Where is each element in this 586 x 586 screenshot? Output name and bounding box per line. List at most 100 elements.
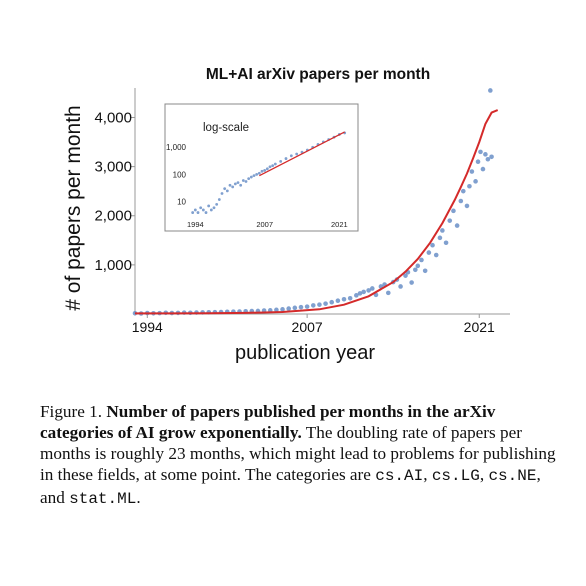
data-point xyxy=(485,156,491,162)
data-point xyxy=(298,304,304,310)
y-axis-label: # of papers per month xyxy=(62,105,85,310)
data-point xyxy=(489,154,494,160)
data-point xyxy=(464,203,470,209)
data-point xyxy=(469,169,475,174)
data-point xyxy=(454,223,460,228)
inset-x-tick-label: 2021 xyxy=(331,220,348,229)
data-point xyxy=(341,296,347,302)
inset-data-point xyxy=(268,165,272,169)
inset-data-point xyxy=(241,179,245,182)
inset-data-point xyxy=(215,202,219,206)
inset-data-point xyxy=(196,211,200,214)
data-point xyxy=(478,149,483,155)
data-point xyxy=(413,267,418,273)
inset-data-point xyxy=(212,206,216,210)
data-point xyxy=(415,263,421,269)
y-tick-label: 1,000 xyxy=(94,257,132,274)
inset-data-point xyxy=(255,173,259,176)
chart: ML+AI arXiv papers per month # of papers… xyxy=(62,66,510,364)
data-point xyxy=(422,268,428,274)
inset-data-point xyxy=(273,162,277,166)
data-point xyxy=(475,159,481,164)
data-point xyxy=(317,302,322,307)
data-point xyxy=(323,301,328,306)
inset-x-tick-label: 2007 xyxy=(256,220,273,229)
inset-data-point xyxy=(295,152,299,156)
data-point xyxy=(467,183,472,189)
data-point xyxy=(361,289,366,295)
inset-data-point xyxy=(279,159,283,163)
inset-data-point xyxy=(284,157,288,160)
x-tick-label: 2021 xyxy=(464,319,495,335)
inset-data-point xyxy=(191,211,195,214)
data-point xyxy=(447,218,453,223)
inset-axes: 10 100 1,000 1994 2007 2021 xyxy=(166,143,348,229)
y-tick-label: 3,000 xyxy=(94,159,132,176)
chart-title: ML+AI arXiv papers per month xyxy=(206,66,430,83)
data-point xyxy=(426,250,432,255)
inset-data-point xyxy=(239,183,243,187)
data-point xyxy=(369,286,375,291)
data-point xyxy=(286,306,291,311)
inset-data-point xyxy=(244,180,248,183)
data-point xyxy=(443,240,449,246)
data-point xyxy=(409,280,414,285)
main-fit-curve xyxy=(135,109,499,315)
data-point xyxy=(419,257,424,263)
inset-data-point xyxy=(223,187,227,191)
data-point xyxy=(437,235,443,241)
data-point xyxy=(329,299,335,305)
data-point xyxy=(304,304,310,309)
inset-data-point xyxy=(217,198,221,201)
category-cs-ai: cs.AI xyxy=(375,467,424,485)
x-tick-label: 2007 xyxy=(292,319,323,335)
inset-data-point xyxy=(233,182,237,186)
inset-data-point xyxy=(225,189,229,193)
inset-data-point xyxy=(236,181,240,185)
inset-y-tick-label: 1,000 xyxy=(166,143,187,152)
caption-body: The doubling rate of papers per months i… xyxy=(40,423,556,484)
figure-caption: Figure 1. Number of papers published per… xyxy=(40,401,562,510)
inset-data-point xyxy=(201,208,205,212)
inset-chart: log-scale 10 100 1,000 1994 2007 2021 xyxy=(164,103,359,232)
inset-title: log-scale xyxy=(203,122,249,134)
data-point xyxy=(458,198,464,204)
data-point xyxy=(292,305,298,311)
inset-data-point xyxy=(193,208,197,212)
data-point xyxy=(460,188,466,194)
inset-data-point xyxy=(260,169,264,173)
inset-data-point xyxy=(204,211,208,214)
data-point xyxy=(335,298,341,304)
data-point xyxy=(385,290,391,296)
data-point xyxy=(480,166,486,172)
x-axis-label: publication year xyxy=(235,342,375,364)
inset-data-point xyxy=(199,206,203,210)
inset-data-point xyxy=(247,177,251,181)
data-point xyxy=(398,284,403,289)
inset-fit-curve xyxy=(259,131,345,177)
caption-title: Number of papers published per months in… xyxy=(40,402,496,442)
data-point xyxy=(473,179,478,184)
inset-data-point xyxy=(209,208,213,212)
data-point xyxy=(488,88,493,93)
category-cs-ne: cs.NE xyxy=(488,467,537,485)
inset-frame xyxy=(164,103,359,232)
inset-data-point xyxy=(252,174,256,178)
inset-data-point xyxy=(289,154,293,158)
category-cs-lg: cs.LG xyxy=(431,467,480,485)
inset-data-point xyxy=(220,192,224,195)
data-point xyxy=(280,307,285,312)
inset-data-point xyxy=(263,169,267,172)
data-point xyxy=(347,295,353,301)
data-point xyxy=(483,152,488,157)
x-tick-label: 1994 xyxy=(132,319,163,335)
caption-label: Figure 1. xyxy=(40,402,103,421)
caption-separator: , xyxy=(479,465,485,484)
caption-end: . xyxy=(136,488,141,507)
main-axes: 1,000 2,000 3,000 4,000 1994 2007 2021 xyxy=(94,88,510,335)
inset-data-point xyxy=(271,164,275,168)
data-point xyxy=(310,303,316,308)
data-point xyxy=(403,273,408,278)
inset-x-tick-label: 1994 xyxy=(187,220,204,229)
